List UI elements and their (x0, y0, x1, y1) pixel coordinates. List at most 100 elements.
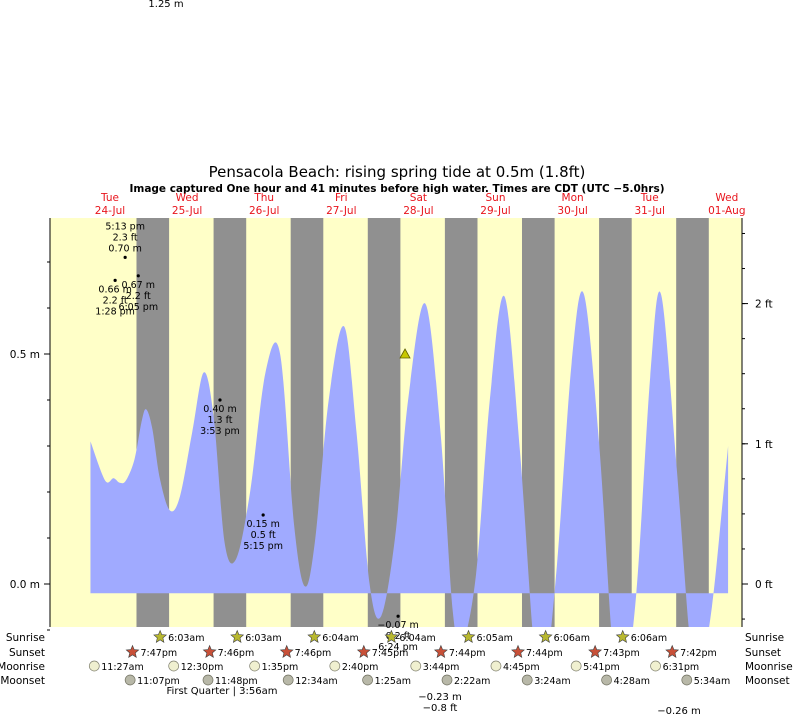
moon-icon (362, 674, 373, 686)
sunrise-time: 6:05am (477, 633, 513, 644)
row-label-left: Moonset (0, 675, 45, 687)
extreme-label: 2.3 ft (113, 232, 138, 243)
extreme-point (123, 255, 127, 259)
extreme-label: 0.15 m (246, 519, 279, 530)
low-stray-label-1: −0.23 m (418, 692, 462, 703)
day-label-dow: Sat (410, 192, 427, 204)
sunset-time: 7:42pm (680, 648, 717, 659)
moon-icon (202, 674, 214, 686)
moon-icon (601, 674, 612, 686)
tide-area (90, 291, 729, 627)
extreme-label: 5:13 pm (105, 221, 145, 232)
row-label-left: Sunrise (6, 632, 45, 644)
sun-star-icon (615, 629, 630, 643)
moonset-time: 4:28am (614, 676, 650, 687)
extreme-point (113, 278, 117, 282)
day-label-dow: Wed (176, 192, 199, 204)
moonset-time: 11:48pm (215, 676, 258, 687)
sun-star-icon (461, 629, 476, 643)
day-label-date: 01-Aug (708, 205, 745, 217)
day-label-date: 30-Jul (557, 205, 587, 217)
row-label-left: Moonrise (0, 661, 45, 673)
moonrise-time: 6:31pm (663, 662, 700, 673)
moonset-time: 11:07pm (137, 676, 180, 687)
day-label-dow: Thu (253, 192, 274, 204)
sun-star-icon (384, 629, 399, 643)
extreme-label: 0.70 m (108, 243, 141, 254)
day-label-date: 24-Jul (95, 205, 125, 217)
extreme-point (136, 274, 140, 278)
top-stray-label: 1.25 m (148, 0, 183, 10)
extreme-label: 0.2 ft (386, 631, 411, 642)
almanac-rows: Sunrise Sunrise Sunset Sunset Moonrise Moonri… (0, 629, 793, 687)
sunrise-time: 6:03am (245, 633, 281, 644)
sunset-time: 7:44pm (526, 648, 563, 659)
moonset-time: 1:25am (375, 676, 411, 687)
row-label-right: Sunrise (745, 632, 784, 644)
extreme-point (218, 398, 222, 402)
moonrise-time: 12:30pm (181, 662, 224, 673)
day-label-dow: Fri (335, 192, 348, 204)
day-label-dow: Tue (640, 192, 659, 204)
extreme-label: 0.40 m (203, 404, 236, 415)
moonrise-time: 3:44pm (423, 662, 460, 673)
sunset-time: 7:45pm (372, 648, 409, 659)
moon-icon (282, 674, 294, 686)
left-tick-label: 0.5 m (10, 349, 40, 361)
moon-icon (249, 660, 260, 672)
sun-star-icon (433, 644, 448, 658)
sun-star-icon (230, 629, 245, 643)
day-label-date: 26-Jul (249, 205, 279, 217)
moon-icon (650, 660, 661, 672)
row-label-left: Sunset (9, 647, 45, 659)
moonrise-time: 2:40pm (342, 662, 379, 673)
moonrise-time: 1:35pm (262, 662, 299, 673)
sun-star-icon (202, 644, 217, 658)
moon-icon (570, 660, 582, 672)
chart-subtitle: Image captured One hour and 41 minutes b… (129, 183, 664, 195)
sunset-time: 7:46pm (218, 648, 255, 659)
sunset-time: 7:46pm (295, 648, 332, 659)
moon-icon (410, 660, 422, 672)
tide-annotations: 5:13 pm2.3 ft0.70 m0.66 m2.2 ft1:28 pm0.… (95, 221, 418, 653)
sunrise-time: 6:04am (322, 633, 358, 644)
moon-icon (681, 674, 693, 686)
moonset-time: 12:34am (295, 676, 337, 687)
extreme-point (261, 513, 265, 517)
sun-star-icon (665, 644, 680, 658)
moonset-time: 2:22am (454, 676, 490, 687)
tide-area-path (90, 291, 729, 627)
day-label-dow: Sun (486, 192, 506, 204)
low-stray-label-2: −0.8 ft (423, 703, 458, 714)
day-label-dow: Tue (100, 192, 119, 204)
moonrise-time: 4:45pm (503, 662, 540, 673)
right-tick-label: 1 ft (755, 439, 773, 451)
sunrise-time: 6:06am (631, 633, 667, 644)
sun-star-icon (153, 629, 168, 643)
extreme-label: 2.2 ft (126, 291, 151, 302)
extreme-label: 2.2 ft (103, 295, 128, 306)
extreme-label: 6:05 pm (118, 302, 158, 313)
sun-star-icon (538, 629, 553, 643)
sun-star-icon (125, 644, 140, 658)
moonset-time: 3:24am (534, 676, 570, 687)
moon-phase-note: First Quarter | 3:56am (167, 686, 278, 697)
extreme-label: 1:28 pm (95, 306, 135, 317)
sunset-time: 7:47pm (140, 648, 177, 659)
moon-icon (329, 660, 341, 672)
row-label-right: Sunset (745, 647, 781, 659)
row-label-right: Moonrise (745, 661, 793, 673)
right-tick-label: 0 ft (755, 579, 773, 591)
sun-star-icon (588, 644, 603, 658)
moon-icon (168, 660, 180, 672)
moon-icon (521, 674, 533, 686)
night-band (444, 218, 478, 627)
day-label-date: 28-Jul (403, 205, 433, 217)
axes: 0.0 m 0.5 m 0 ft 1 ft 2 ft (10, 218, 773, 631)
extreme-label: 0.5 ft (251, 530, 276, 541)
moon-icon (88, 660, 100, 672)
moon-icon (490, 660, 502, 672)
sunrise-time: 6:04am (399, 633, 435, 644)
day-label-date: 27-Jul (326, 205, 356, 217)
